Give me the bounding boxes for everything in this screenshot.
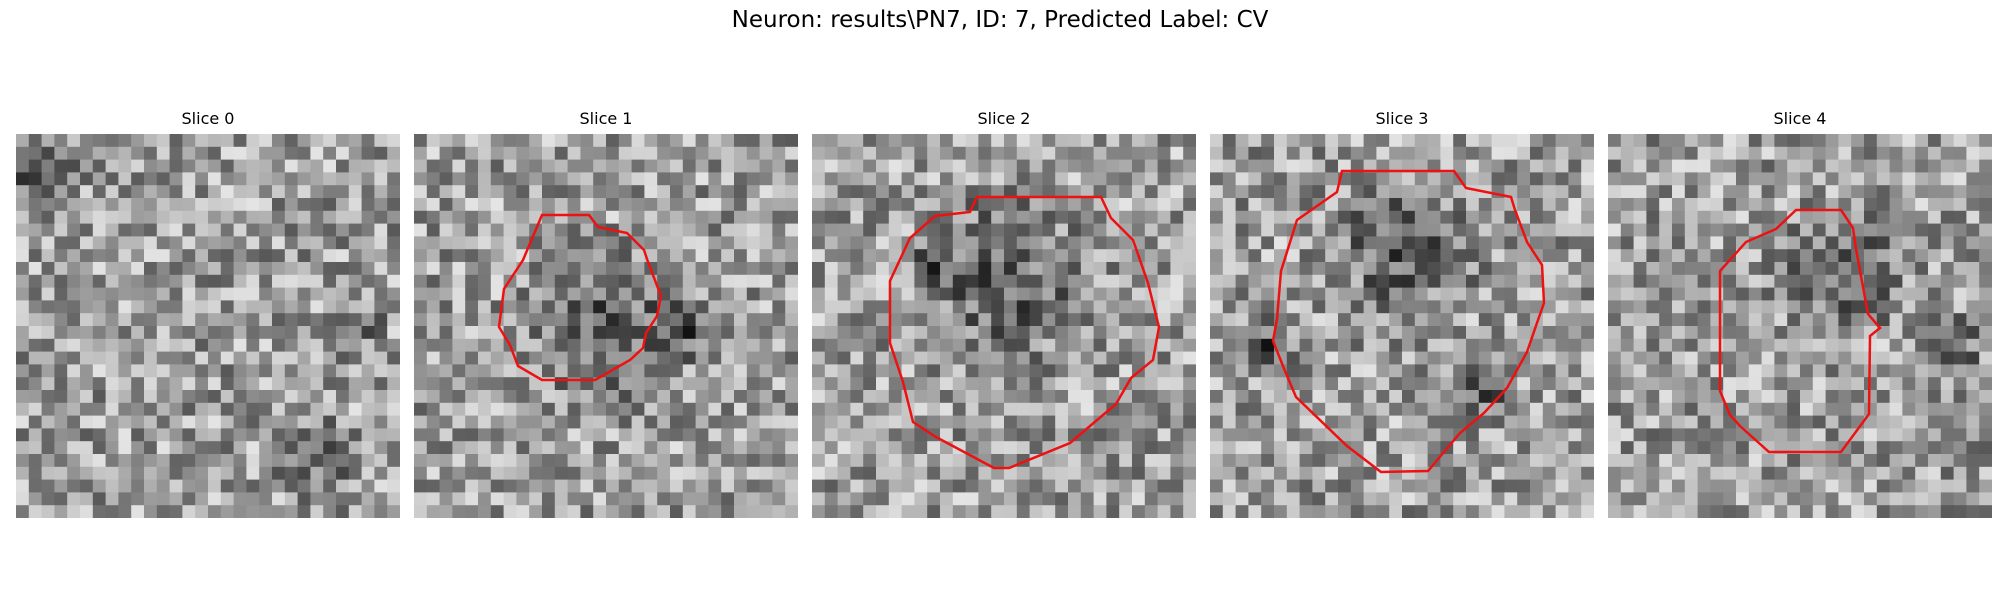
slice-image-2 (812, 134, 1196, 518)
slice-image-1 (414, 134, 798, 518)
panel-title-slice-0: Slice 0 (16, 109, 400, 128)
pixel-grid (1608, 134, 1992, 518)
pixel-grid (16, 134, 400, 518)
panel-title-slice-4: Slice 4 (1608, 109, 1992, 128)
slice-4-pixels (1608, 134, 1992, 518)
slice-image-3 (1210, 134, 1594, 518)
slice-image-4 (1608, 134, 1992, 518)
panel-title-slice-3: Slice 3 (1210, 109, 1594, 128)
slice-3-pixels (1210, 134, 1594, 518)
slice-1-pixels (414, 134, 798, 518)
panel-title-slice-1: Slice 1 (414, 109, 798, 128)
pixel-grid (812, 134, 1196, 518)
pixel-grid (414, 134, 798, 518)
slice-image-0 (16, 134, 400, 518)
slice-2-pixels (812, 134, 1196, 518)
figure-title: Neuron: results\PN7, ID: 7, Predicted La… (0, 7, 2000, 33)
slice-0-pixels (16, 134, 400, 518)
panel-title-slice-2: Slice 2 (812, 109, 1196, 128)
